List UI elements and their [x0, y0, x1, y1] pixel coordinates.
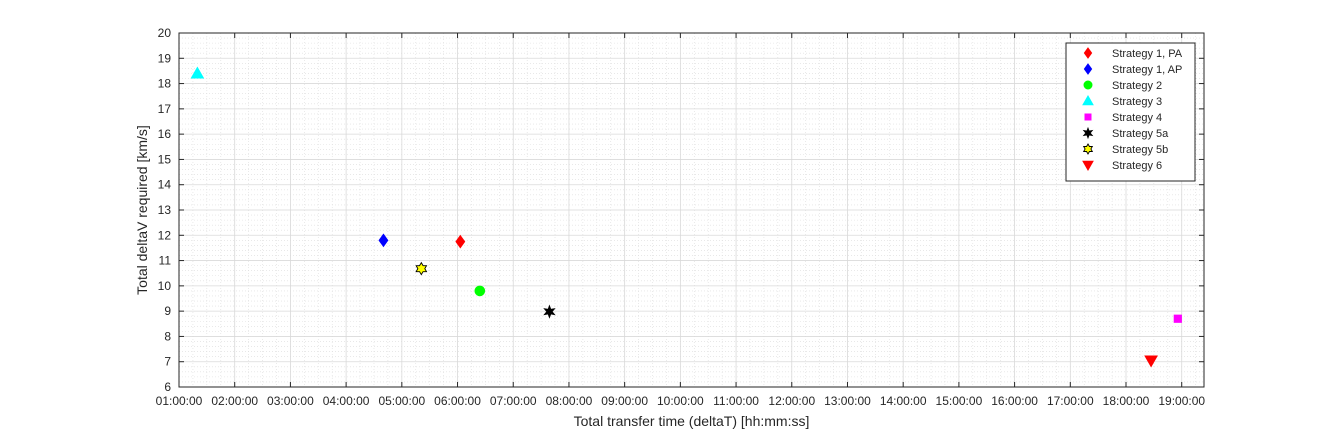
point-strategy-2 — [474, 285, 486, 297]
point-strategy-4 — [1173, 314, 1182, 323]
data-points — [190, 66, 1182, 368]
x-tick-label: 12:00:00 — [768, 394, 815, 408]
x-tick-label: 06:00:00 — [434, 394, 481, 408]
legend-marker-strategy-2 — [1083, 80, 1093, 90]
legend-marker-strategy-4 — [1084, 113, 1092, 121]
y-tick-label: 14 — [158, 178, 172, 192]
y-tick-label: 13 — [158, 203, 172, 217]
y-tick-label: 19 — [158, 51, 172, 65]
y-tick-label: 9 — [164, 304, 171, 318]
legend-marker-strategy-6 — [1082, 160, 1094, 172]
y-tick-labels: 6 7 8 9 10 11 12 13 14 15 16 17 18 19 20 — [158, 26, 172, 394]
point-strategy-3 — [190, 66, 205, 79]
x-tick-label: 03:00:00 — [267, 394, 314, 408]
legend-marker-strategy-5b — [1082, 143, 1094, 155]
point-strategy-5b — [415, 261, 428, 276]
x-tick-label: 15:00:00 — [936, 394, 983, 408]
point-strategy-5a — [543, 304, 556, 319]
legend-label: Strategy 5a — [1112, 128, 1169, 140]
x-tick-label: 13:00:00 — [824, 394, 871, 408]
y-tick-label: 20 — [158, 26, 172, 40]
legend-label: Strategy 5b — [1112, 144, 1168, 156]
x-tick-label: 16:00:00 — [991, 394, 1038, 408]
x-tick-label: 10:00:00 — [657, 394, 704, 408]
y-tick-label: 15 — [158, 152, 172, 166]
point-strategy-1-ap — [378, 233, 389, 248]
legend-marker-strategy-5a — [1082, 126, 1094, 140]
y-tick-label: 11 — [159, 254, 172, 268]
legend-label: Strategy 2 — [1112, 80, 1162, 92]
x-tick-label: 07:00:00 — [490, 394, 537, 408]
x-tick-label: 14:00:00 — [880, 394, 927, 408]
x-tick-label: 09:00:00 — [601, 394, 648, 408]
point-strategy-1-pa — [455, 234, 466, 249]
x-tick-label: 18:00:00 — [1103, 394, 1150, 408]
major-grid — [178, 32, 1204, 388]
x-tick-label: 19:00:00 — [1158, 394, 1205, 408]
y-tick-label: 10 — [158, 279, 172, 293]
y-axis-title: Total deltaV required [km/s] — [134, 125, 150, 295]
legend-label: Strategy 3 — [1112, 96, 1162, 108]
x-tick-label: 17:00:00 — [1047, 394, 1094, 408]
legend-marker-strategy-1-pa — [1083, 47, 1093, 59]
point-strategy-6 — [1144, 355, 1158, 368]
x-tick-label: 08:00:00 — [546, 394, 593, 408]
legend-label: Strategy 1, AP — [1112, 64, 1182, 76]
x-axis-title: Total transfer time (deltaT) [hh:mm:ss] — [574, 413, 810, 429]
y-tick-label: 18 — [158, 77, 172, 91]
legend-marker-strategy-3 — [1082, 94, 1094, 106]
legend-marker-strategy-1-ap — [1083, 63, 1093, 75]
legend: Strategy 1, PA Strategy 1, AP Strategy 2 St… — [1065, 42, 1196, 182]
legend-label: Strategy 1, PA — [1112, 48, 1183, 60]
y-tick-label: 7 — [164, 355, 171, 369]
x-tick-labels: 01:00:00 02:00:00 03:00:00 04:00:00 05:00:00… — [156, 394, 1206, 408]
y-tick-label: 17 — [158, 102, 172, 116]
y-tick-label: 16 — [158, 127, 172, 141]
axis-ticks — [178, 32, 1204, 388]
y-tick-label: 8 — [164, 329, 171, 343]
x-tick-label: 01:00:00 — [156, 394, 203, 408]
x-tick-label: 04:00:00 — [323, 394, 370, 408]
y-tick-label: 6 — [164, 380, 171, 394]
x-tick-label: 05:00:00 — [378, 394, 425, 408]
x-tick-label: 11:00:00 — [713, 394, 759, 408]
legend-label: Strategy 6 — [1112, 160, 1162, 172]
y-tick-label: 12 — [158, 228, 172, 242]
x-tick-label: 02:00:00 — [211, 394, 258, 408]
legend-label: Strategy 4 — [1112, 112, 1162, 124]
